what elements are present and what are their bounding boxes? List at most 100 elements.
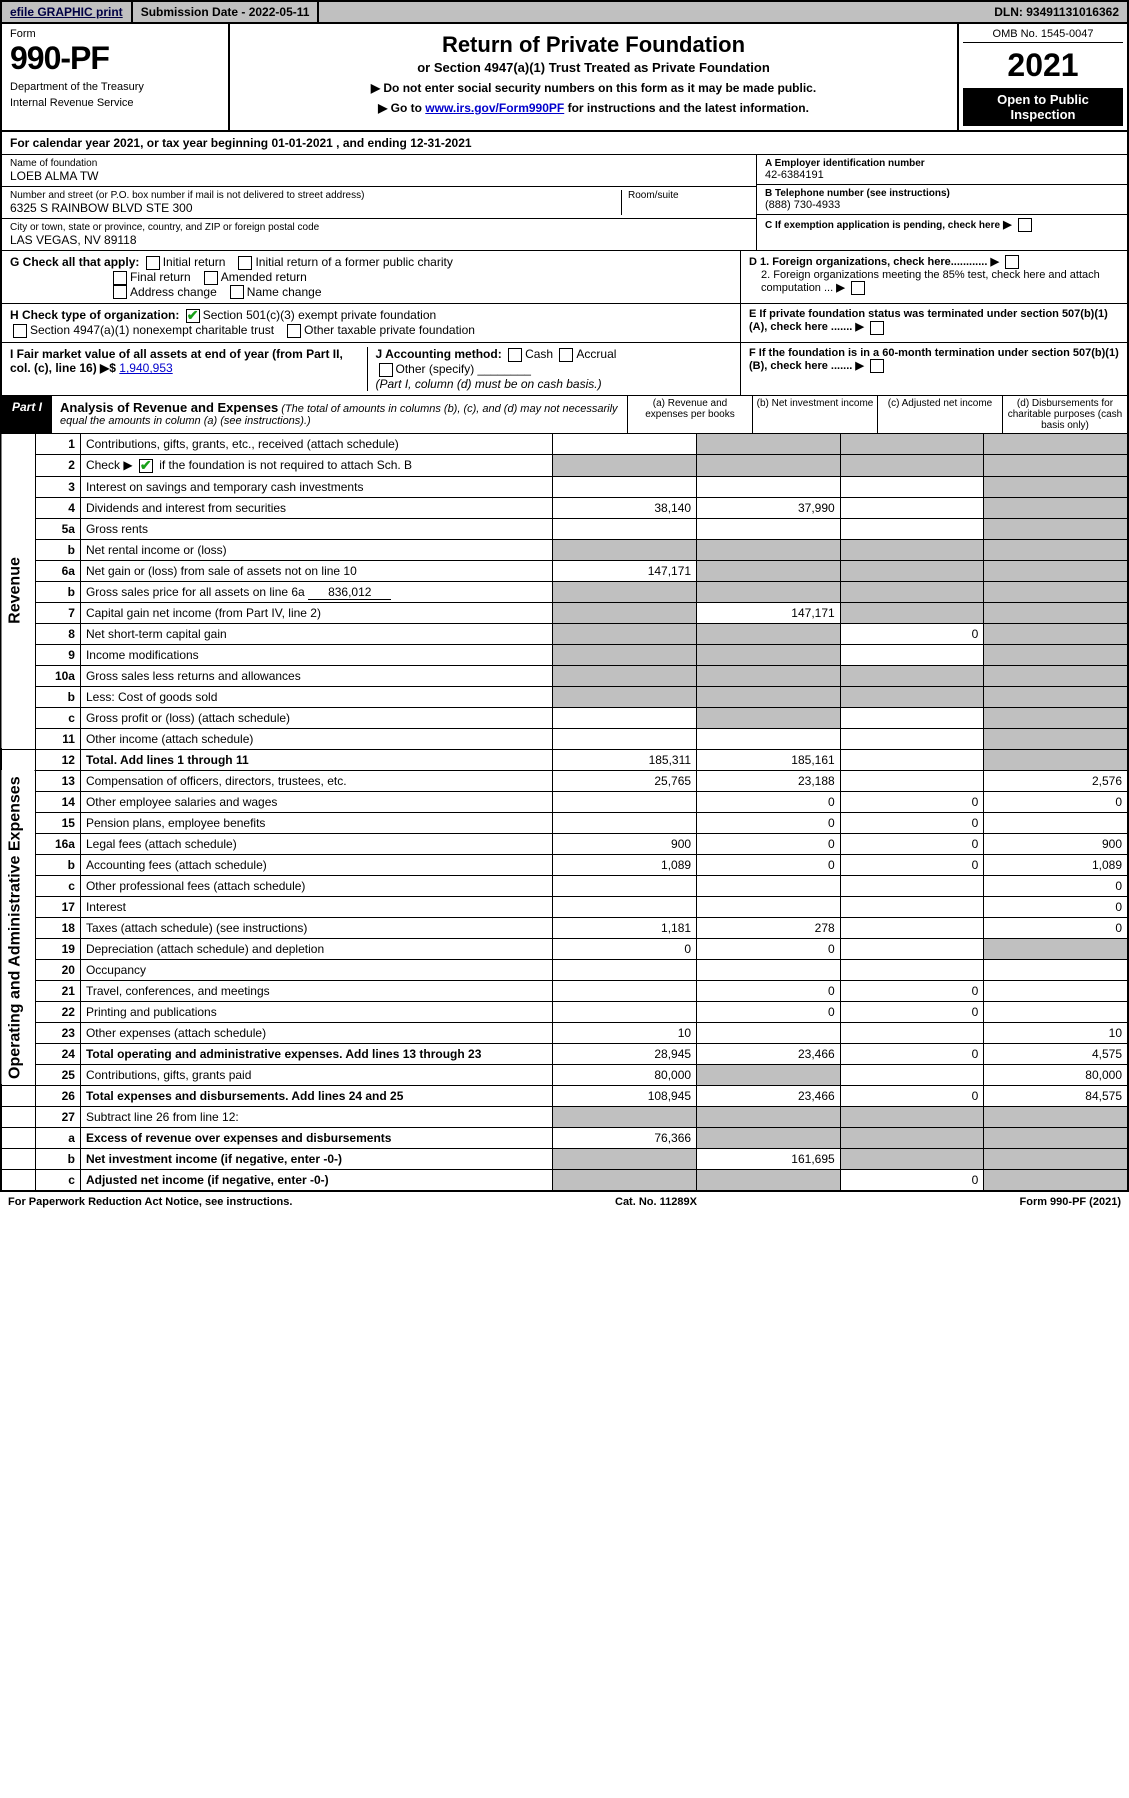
expenses-sidelabel: Operating and Administrative Expenses [1,770,36,1085]
exemption-pending-label: C If exemption application is pending, c… [765,220,1000,231]
analysis-table: Revenue 1Contributions, gifts, grants, e… [0,433,1129,1192]
table-row: 25Contributions, gifts, grants paid 80,0… [1,1064,1128,1085]
table-row: 14Other employee salaries and wages 000 [1,791,1128,812]
table-row: 7Capital gain net income (from Part IV, … [1,602,1128,623]
table-row: cOther professional fees (attach schedul… [1,875,1128,896]
name-change-checkbox[interactable] [230,285,244,299]
address-label: Number and street (or P.O. box number if… [10,190,621,201]
submission-date: Submission Date - 2022-05-11 [133,2,320,22]
part1-title: Analysis of Revenue and Expenses [60,400,278,415]
other-method-checkbox[interactable] [379,363,393,377]
schb-checkbox[interactable] [139,459,153,473]
initial-return-checkbox[interactable] [146,256,160,270]
j-label: J Accounting method: [376,347,502,361]
table-row: 15Pension plans, employee benefits 00 [1,812,1128,833]
phone: (888) 730-4933 [765,199,1119,211]
f-checkbox[interactable] [870,359,884,373]
col-a-header: (a) Revenue and expenses per books [627,396,752,433]
cat-no: Cat. No. 11289X [615,1196,697,1208]
table-row: 24Total operating and administrative exp… [1,1043,1128,1064]
top-bar: efile GRAPHIC print Submission Date - 20… [0,0,1129,24]
table-row: 26Total expenses and disbursements. Add … [1,1085,1128,1106]
amended-return-checkbox[interactable] [204,271,218,285]
table-row: b Gross sales price for all assets on li… [1,581,1128,602]
phone-label: B Telephone number (see instructions) [765,188,1119,199]
instructions-link-row: ▶ Go to www.irs.gov/Form990PF for instru… [240,101,947,115]
final-return-checkbox[interactable] [113,271,127,285]
table-row: 12Total. Add lines 1 through 11 185,3111… [1,749,1128,770]
calendar-year-row: For calendar year 2021, or tax year begi… [0,132,1129,155]
tax-year: 2021 [963,47,1123,84]
instructions-link[interactable]: www.irs.gov/Form990PF [425,101,564,115]
table-row: 4Dividends and interest from securities … [1,497,1128,518]
ein-label: A Employer identification number [765,158,1119,169]
omb-number: OMB No. 1545-0047 [963,28,1123,43]
table-row: 22Printing and publications 00 [1,1001,1128,1022]
revenue-sidelabel: Revenue [1,433,36,749]
table-row: bAccounting fees (attach schedule) 1,089… [1,854,1128,875]
d2-label: 2. Foreign organizations meeting the 85%… [761,269,1100,294]
address-change-checkbox[interactable] [113,285,127,299]
foundation-name: LOEB ALMA TW [10,169,748,183]
d1-checkbox[interactable] [1005,255,1019,269]
form-number: 990-PF [10,40,220,77]
foundation-name-label: Name of foundation [10,158,748,169]
table-row: 27Subtract line 26 from line 12: [1,1106,1128,1127]
accrual-checkbox[interactable] [559,348,573,362]
f-label: F If the foundation is in a 60-month ter… [749,347,1119,372]
table-row: Operating and Administrative Expenses 13… [1,770,1128,791]
e-label: E If private foundation status was termi… [749,308,1108,333]
dept-irs: Internal Revenue Service [10,97,220,109]
part1-label: Part I [2,396,52,433]
form-subtitle: or Section 4947(a)(1) Trust Treated as P… [240,60,947,75]
table-row: 10aGross sales less returns and allowanc… [1,665,1128,686]
table-row: 9Income modifications [1,644,1128,665]
j-note: (Part I, column (d) must be on cash basi… [376,377,602,391]
table-row: 5aGross rents [1,518,1128,539]
ssn-warning: ▶ Do not enter social security numbers o… [240,81,947,95]
open-to-public: Open to Public Inspection [963,88,1123,126]
i-label: I Fair market value of all assets at end… [10,347,343,375]
other-taxable-checkbox[interactable] [287,324,301,338]
ein: 42-6384191 [765,169,1119,181]
table-row: 17Interest 0 [1,896,1128,917]
d2-checkbox[interactable] [851,281,865,295]
form-footer: Form 990-PF (2021) [1020,1196,1121,1208]
table-row: 2 Check ▶ if the foundation is not requi… [1,454,1128,476]
table-row: 23Other expenses (attach schedule) 1010 [1,1022,1128,1043]
gross-sales-price: 836,012 [308,585,391,600]
table-row: 11Other income (attach schedule) [1,728,1128,749]
room-label: Room/suite [628,190,748,201]
table-row: 6aNet gain or (loss) from sale of assets… [1,560,1128,581]
table-row: bNet investment income (if negative, ent… [1,1148,1128,1169]
501c3-checkbox[interactable] [186,309,200,323]
form-header: Form 990-PF Department of the Treasury I… [0,24,1129,132]
identification-block: Name of foundation LOEB ALMA TW Number a… [0,155,1129,251]
table-row: aExcess of revenue over expenses and dis… [1,1127,1128,1148]
exemption-pending-checkbox[interactable] [1018,218,1032,232]
table-row: 20Occupancy [1,959,1128,980]
dln: DLN: 93491131016362 [986,2,1127,22]
table-row: 8Net short-term capital gain 0 [1,623,1128,644]
h-label: H Check type of organization: [10,308,179,322]
cash-checkbox[interactable] [508,348,522,362]
table-row: 21Travel, conferences, and meetings 00 [1,980,1128,1001]
dept-treasury: Department of the Treasury [10,81,220,93]
efile-print-link[interactable]: efile GRAPHIC print [2,2,133,22]
e-checkbox[interactable] [870,321,884,335]
city-label: City or town, state or province, country… [10,222,748,233]
form-title: Return of Private Foundation [240,32,947,58]
table-row: Revenue 1Contributions, gifts, grants, e… [1,433,1128,454]
4947a1-checkbox[interactable] [13,324,27,338]
paperwork-notice: For Paperwork Reduction Act Notice, see … [8,1196,292,1208]
initial-former-checkbox[interactable] [238,256,252,270]
g-label: G Check all that apply: [10,255,139,269]
d1-label: D 1. Foreign organizations, check here..… [749,256,987,268]
table-row: cGross profit or (loss) (attach schedule… [1,707,1128,728]
col-c-header: (c) Adjusted net income [877,396,1002,433]
table-row: 18Taxes (attach schedule) (see instructi… [1,917,1128,938]
fmv-value[interactable]: 1,940,953 [119,361,172,375]
address: 6325 S RAINBOW BLVD STE 300 [10,201,621,215]
table-row: 16aLegal fees (attach schedule) 90000900 [1,833,1128,854]
col-d-header: (d) Disbursements for charitable purpose… [1002,396,1127,433]
